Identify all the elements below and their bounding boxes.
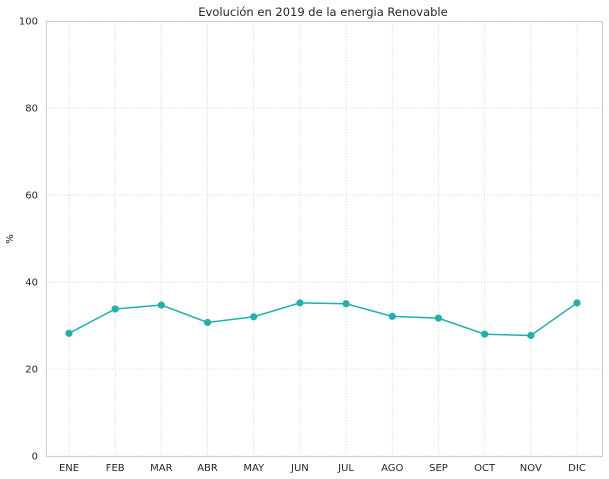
y-axis-ticks: 0 20 40 60 80 100 — [19, 17, 38, 463]
series-layer — [65, 299, 581, 340]
y-tick-label: 60 — [25, 191, 38, 202]
x-tick-label: AGO — [381, 463, 403, 474]
data-point — [157, 301, 165, 309]
x-tick-label: JUL — [337, 463, 354, 474]
data-point — [65, 329, 73, 337]
x-tick-label: DIC — [568, 463, 586, 474]
data-point — [527, 331, 535, 340]
y-tick-label: 100 — [19, 17, 38, 28]
x-tick-label: OCT — [474, 463, 496, 474]
plot-frame — [46, 21, 603, 457]
chart-title: Evolución en 2019 de la energia Renovabl… — [198, 5, 447, 19]
x-tick-label: ABR — [197, 463, 218, 474]
y-tick-label: 40 — [25, 278, 38, 289]
x-tick-label: JUN — [290, 463, 309, 474]
x-tick-label: MAY — [243, 463, 265, 474]
data-point — [111, 305, 119, 313]
x-tick-label: NOV — [520, 463, 542, 474]
data-point — [296, 299, 304, 307]
y-tick-label: 80 — [25, 104, 38, 115]
data-point — [481, 330, 489, 338]
x-tick-label: ENE — [59, 463, 79, 474]
y-axis-label: % — [5, 234, 16, 244]
data-point — [342, 300, 350, 308]
y-tick-label: 20 — [25, 365, 38, 376]
gridlines — [46, 20, 602, 457]
x-axis-ticks: ENE FEB MAR ABR MAY JUN JUL AGO SEP OCT NOV DIC — [59, 463, 586, 474]
data-point — [434, 314, 443, 322]
data-point — [250, 313, 258, 321]
x-tick-label: MAR — [150, 463, 172, 474]
data-point — [388, 312, 396, 320]
x-tick-label: SEP — [429, 463, 448, 474]
y-tick-label: 0 — [32, 452, 38, 463]
x-tick-label: FEB — [106, 463, 125, 474]
data-point — [203, 318, 212, 327]
data-point — [573, 299, 581, 307]
series-line — [68, 302, 578, 337]
